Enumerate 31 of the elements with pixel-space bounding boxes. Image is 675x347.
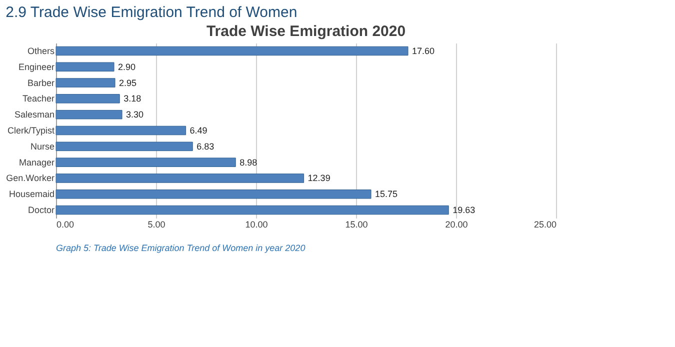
y-tick-label: Others — [27, 46, 55, 56]
data-label: 19.63 — [452, 205, 476, 216]
data-label: 17.60 — [412, 46, 435, 56]
x-tick-label: 15.00 — [345, 220, 368, 230]
y-tick-label: Housemaid — [8, 189, 54, 200]
data-label: 15.75 — [375, 189, 398, 200]
y-tick-label: Barber — [27, 78, 54, 88]
y-tick-label: Salesman — [14, 110, 54, 120]
y-tick-label: Manager — [18, 157, 54, 168]
y-tick-label: Nurse — [30, 141, 54, 152]
y-tick-label: Doctor — [28, 205, 54, 216]
x-tick-label: 10.00 — [245, 220, 268, 230]
data-label: 6.49 — [190, 126, 208, 136]
y-tick-label: Engineer — [18, 62, 54, 72]
data-label: 3.30 — [126, 110, 144, 120]
data-label: 3.18 — [124, 94, 142, 104]
y-tick-label: Gen.Worker — [6, 173, 54, 184]
y-tick-label: Teacher — [22, 94, 54, 104]
x-tick-label: 0.00 — [56, 220, 74, 230]
data-label: 2.95 — [119, 78, 137, 88]
x-tick-label: 25.00 — [534, 220, 556, 230]
chart-title: 2.9 Trade Wise Emigration Trend of Women — [6, 4, 298, 21]
x-tick-label: 5.00 — [148, 220, 166, 230]
data-label: 12.39 — [308, 173, 330, 184]
x-tick-label: 20.00 — [445, 220, 468, 230]
y-tick-label: Clerk/Typist — [7, 126, 55, 136]
chart-subtitle: Trade Wise Emigration 2020 — [206, 23, 406, 40]
caption: Graph 5: Trade Wise Emigration Trend of Women in year 2020 — [56, 243, 306, 253]
data-label: 8.98 — [240, 157, 258, 168]
data-label: 2.90 — [118, 62, 136, 72]
data-label: 6.83 — [196, 141, 214, 152]
